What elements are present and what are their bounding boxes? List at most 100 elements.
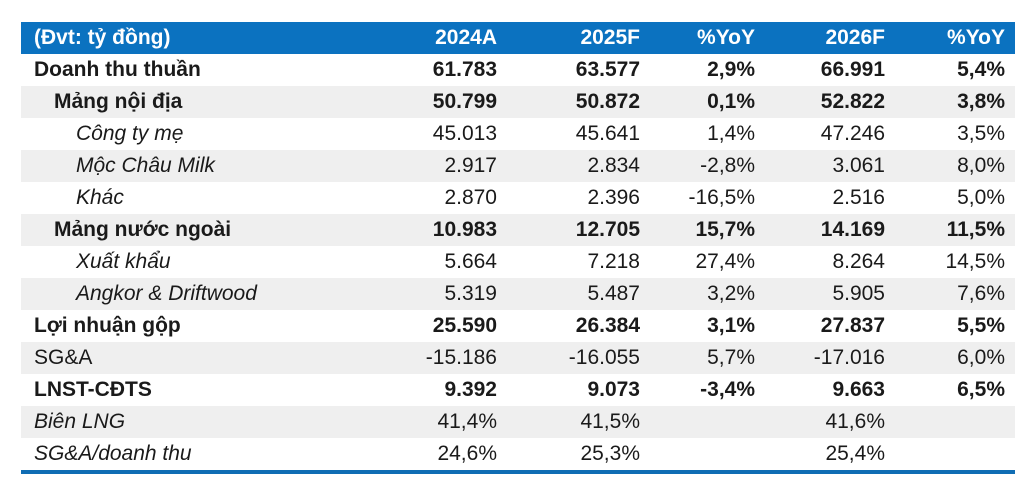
cell-2024a: -15.186 — [425, 346, 497, 369]
cell-2024a: 61.783 — [432, 58, 497, 81]
financial-forecast-table-container: (Đvt: tỷ đồng) 2024A 2025F %YoY 2026F %Y… — [21, 22, 1015, 474]
cell-yoy-2026 — [895, 406, 1015, 438]
cell-yoy-2025: 27,4% — [695, 250, 755, 273]
cell-2026f: -17.016 — [813, 346, 885, 369]
cell-2025f: 7.218 — [587, 250, 640, 273]
table-row-doanh-thu-thuan: Doanh thu thuần 61.783 63.577 2,9% 66.99… — [21, 54, 1015, 86]
col-header-yoy-25: %YoY — [650, 22, 765, 54]
cell-2024a: 2.917 — [444, 154, 497, 177]
row-label: Mảng nước ngoài — [54, 218, 232, 241]
cell-2026f: 66.991 — [820, 58, 885, 81]
cell-yoy-2026: 14,5% — [945, 250, 1005, 273]
cell-yoy-2026: 11,5% — [946, 218, 1005, 241]
table-row-sga: SG&A -15.186 -16.055 5,7% -17.016 6,0% — [21, 342, 1015, 374]
table-row-bien-lng: Biên LNG 41,4% 41,5% 41,6% — [21, 406, 1015, 438]
cell-2026f: 14.169 — [820, 218, 885, 241]
table-row-mang-nuoc-ngoai: Mảng nước ngoài 10.983 12.705 15,7% 14.1… — [21, 214, 1015, 246]
row-label: SG&A — [34, 346, 93, 369]
cell-yoy-2026: 3,5% — [957, 122, 1005, 145]
cell-2026f: 47.246 — [820, 122, 885, 145]
cell-2025f: 50.872 — [575, 90, 640, 113]
table-row-xuat-khau: Xuất khẩu 5.664 7.218 27,4% 8.264 14,5% — [21, 246, 1015, 278]
cell-2026f: 9.663 — [832, 378, 885, 401]
cell-2024a: 41,4% — [437, 410, 497, 433]
cell-yoy-2026: 3,8% — [957, 90, 1005, 113]
cell-2026f: 5.905 — [832, 282, 885, 305]
cell-yoy-2025: 3,2% — [707, 282, 755, 305]
cell-2024a: 9.392 — [444, 378, 497, 401]
col-header-2024a: 2024A — [301, 22, 507, 54]
row-label: Doanh thu thuần — [34, 58, 201, 81]
table-row-cong-ty-me: Công ty mẹ 45.013 45.641 1,4% 47.246 3,5… — [21, 118, 1015, 150]
cell-yoy-2026: 6,0% — [957, 346, 1005, 369]
cell-2025f: 9.073 — [587, 378, 640, 401]
table-row-mang-noi-dia: Mảng nội địa 50.799 50.872 0,1% 52.822 3… — [21, 86, 1015, 118]
row-label: Công ty mẹ — [76, 122, 184, 145]
cell-yoy-2026: 5,0% — [957, 186, 1005, 209]
row-label: Biên LNG — [34, 410, 126, 433]
cell-2025f: 25,3% — [580, 442, 640, 465]
cell-yoy-2025: 2,9% — [707, 58, 755, 81]
cell-yoy-2026: 6,5% — [957, 378, 1005, 401]
cell-2024a: 24,6% — [437, 442, 497, 465]
table-row-sga-doanh-thu: SG&A/doanh thu 24,6% 25,3% 25,4% — [21, 438, 1015, 472]
financial-forecast-table: (Đvt: tỷ đồng) 2024A 2025F %YoY 2026F %Y… — [21, 22, 1015, 474]
cell-yoy-2025 — [650, 406, 765, 438]
cell-2026f: 41,6% — [825, 410, 885, 433]
header-row: (Đvt: tỷ đồng) 2024A 2025F %YoY 2026F %Y… — [21, 22, 1015, 54]
cell-2025f: 41,5% — [580, 410, 640, 433]
cell-2025f: 5.487 — [587, 282, 640, 305]
row-label: SG&A/doanh thu — [34, 442, 192, 465]
cell-2024a: 10.983 — [432, 218, 497, 241]
cell-2026f: 2.516 — [832, 186, 885, 209]
cell-2025f: 26.384 — [575, 314, 640, 337]
row-label: Angkor & Driftwood — [76, 282, 257, 305]
row-label: Mảng nội địa — [54, 90, 183, 113]
cell-2024a: 25.590 — [432, 314, 497, 337]
cell-yoy-2026: 7,6% — [957, 282, 1005, 305]
cell-2025f: 2.834 — [587, 154, 640, 177]
cell-2024a: 50.799 — [432, 90, 497, 113]
cell-2024a: 5.664 — [444, 250, 497, 273]
cell-yoy-2025: 3,1% — [707, 314, 755, 337]
cell-2026f: 27.837 — [820, 314, 885, 337]
cell-2025f: -16.055 — [568, 346, 640, 369]
cell-yoy-2025: 1,4% — [707, 122, 755, 145]
cell-2026f: 3.061 — [832, 154, 885, 177]
cell-yoy-2025 — [650, 438, 765, 472]
cell-2025f: 12.705 — [575, 218, 640, 241]
cell-yoy-2025: 5,7% — [707, 346, 755, 369]
cell-yoy-2025: 15,7% — [695, 218, 755, 241]
cell-yoy-2026: 8,0% — [957, 154, 1005, 177]
cell-yoy-2026 — [895, 438, 1015, 472]
table-row-lnst-cdts: LNST-CĐTS 9.392 9.073 -3,4% 9.663 6,5% — [21, 374, 1015, 406]
cell-2024a: 5.319 — [444, 282, 497, 305]
table-row-moc-chau-milk: Mộc Châu Milk 2.917 2.834 -2,8% 3.061 8,… — [21, 150, 1015, 182]
cell-2026f: 52.822 — [820, 90, 885, 113]
cell-yoy-2025: -16,5% — [688, 186, 755, 209]
col-header-2026f: 2026F — [765, 22, 895, 54]
cell-2025f: 45.641 — [575, 122, 640, 145]
row-label: Mộc Châu Milk — [76, 154, 215, 177]
cell-2024a: 2.870 — [444, 186, 497, 209]
row-label: Xuất khẩu — [76, 250, 171, 273]
cell-2025f: 2.396 — [587, 186, 640, 209]
table-row-loi-nhuan-gop: Lợi nhuận gộp 25.590 26.384 3,1% 27.837 … — [21, 310, 1015, 342]
row-label: LNST-CĐTS — [34, 378, 152, 401]
table-row-angkor-driftwood: Angkor & Driftwood 5.319 5.487 3,2% 5.90… — [21, 278, 1015, 310]
cell-2025f: 63.577 — [575, 58, 640, 81]
cell-2026f: 8.264 — [832, 250, 885, 273]
table-row-khac: Khác 2.870 2.396 -16,5% 2.516 5,0% — [21, 182, 1015, 214]
unit-label: (Đvt: tỷ đồng) — [21, 22, 301, 54]
row-label: Lợi nhuận gộp — [34, 314, 181, 337]
row-label: Khác — [76, 186, 124, 209]
col-header-yoy-26: %YoY — [895, 22, 1015, 54]
cell-yoy-2026: 5,4% — [957, 58, 1005, 81]
cell-2024a: 45.013 — [432, 122, 497, 145]
cell-yoy-2025: -3,4% — [700, 378, 755, 401]
col-header-2025f: 2025F — [507, 22, 650, 54]
cell-yoy-2025: 0,1% — [707, 90, 755, 113]
cell-yoy-2026: 5,5% — [957, 314, 1005, 337]
cell-2026f: 25,4% — [825, 442, 885, 465]
cell-yoy-2025: -2,8% — [700, 154, 755, 177]
